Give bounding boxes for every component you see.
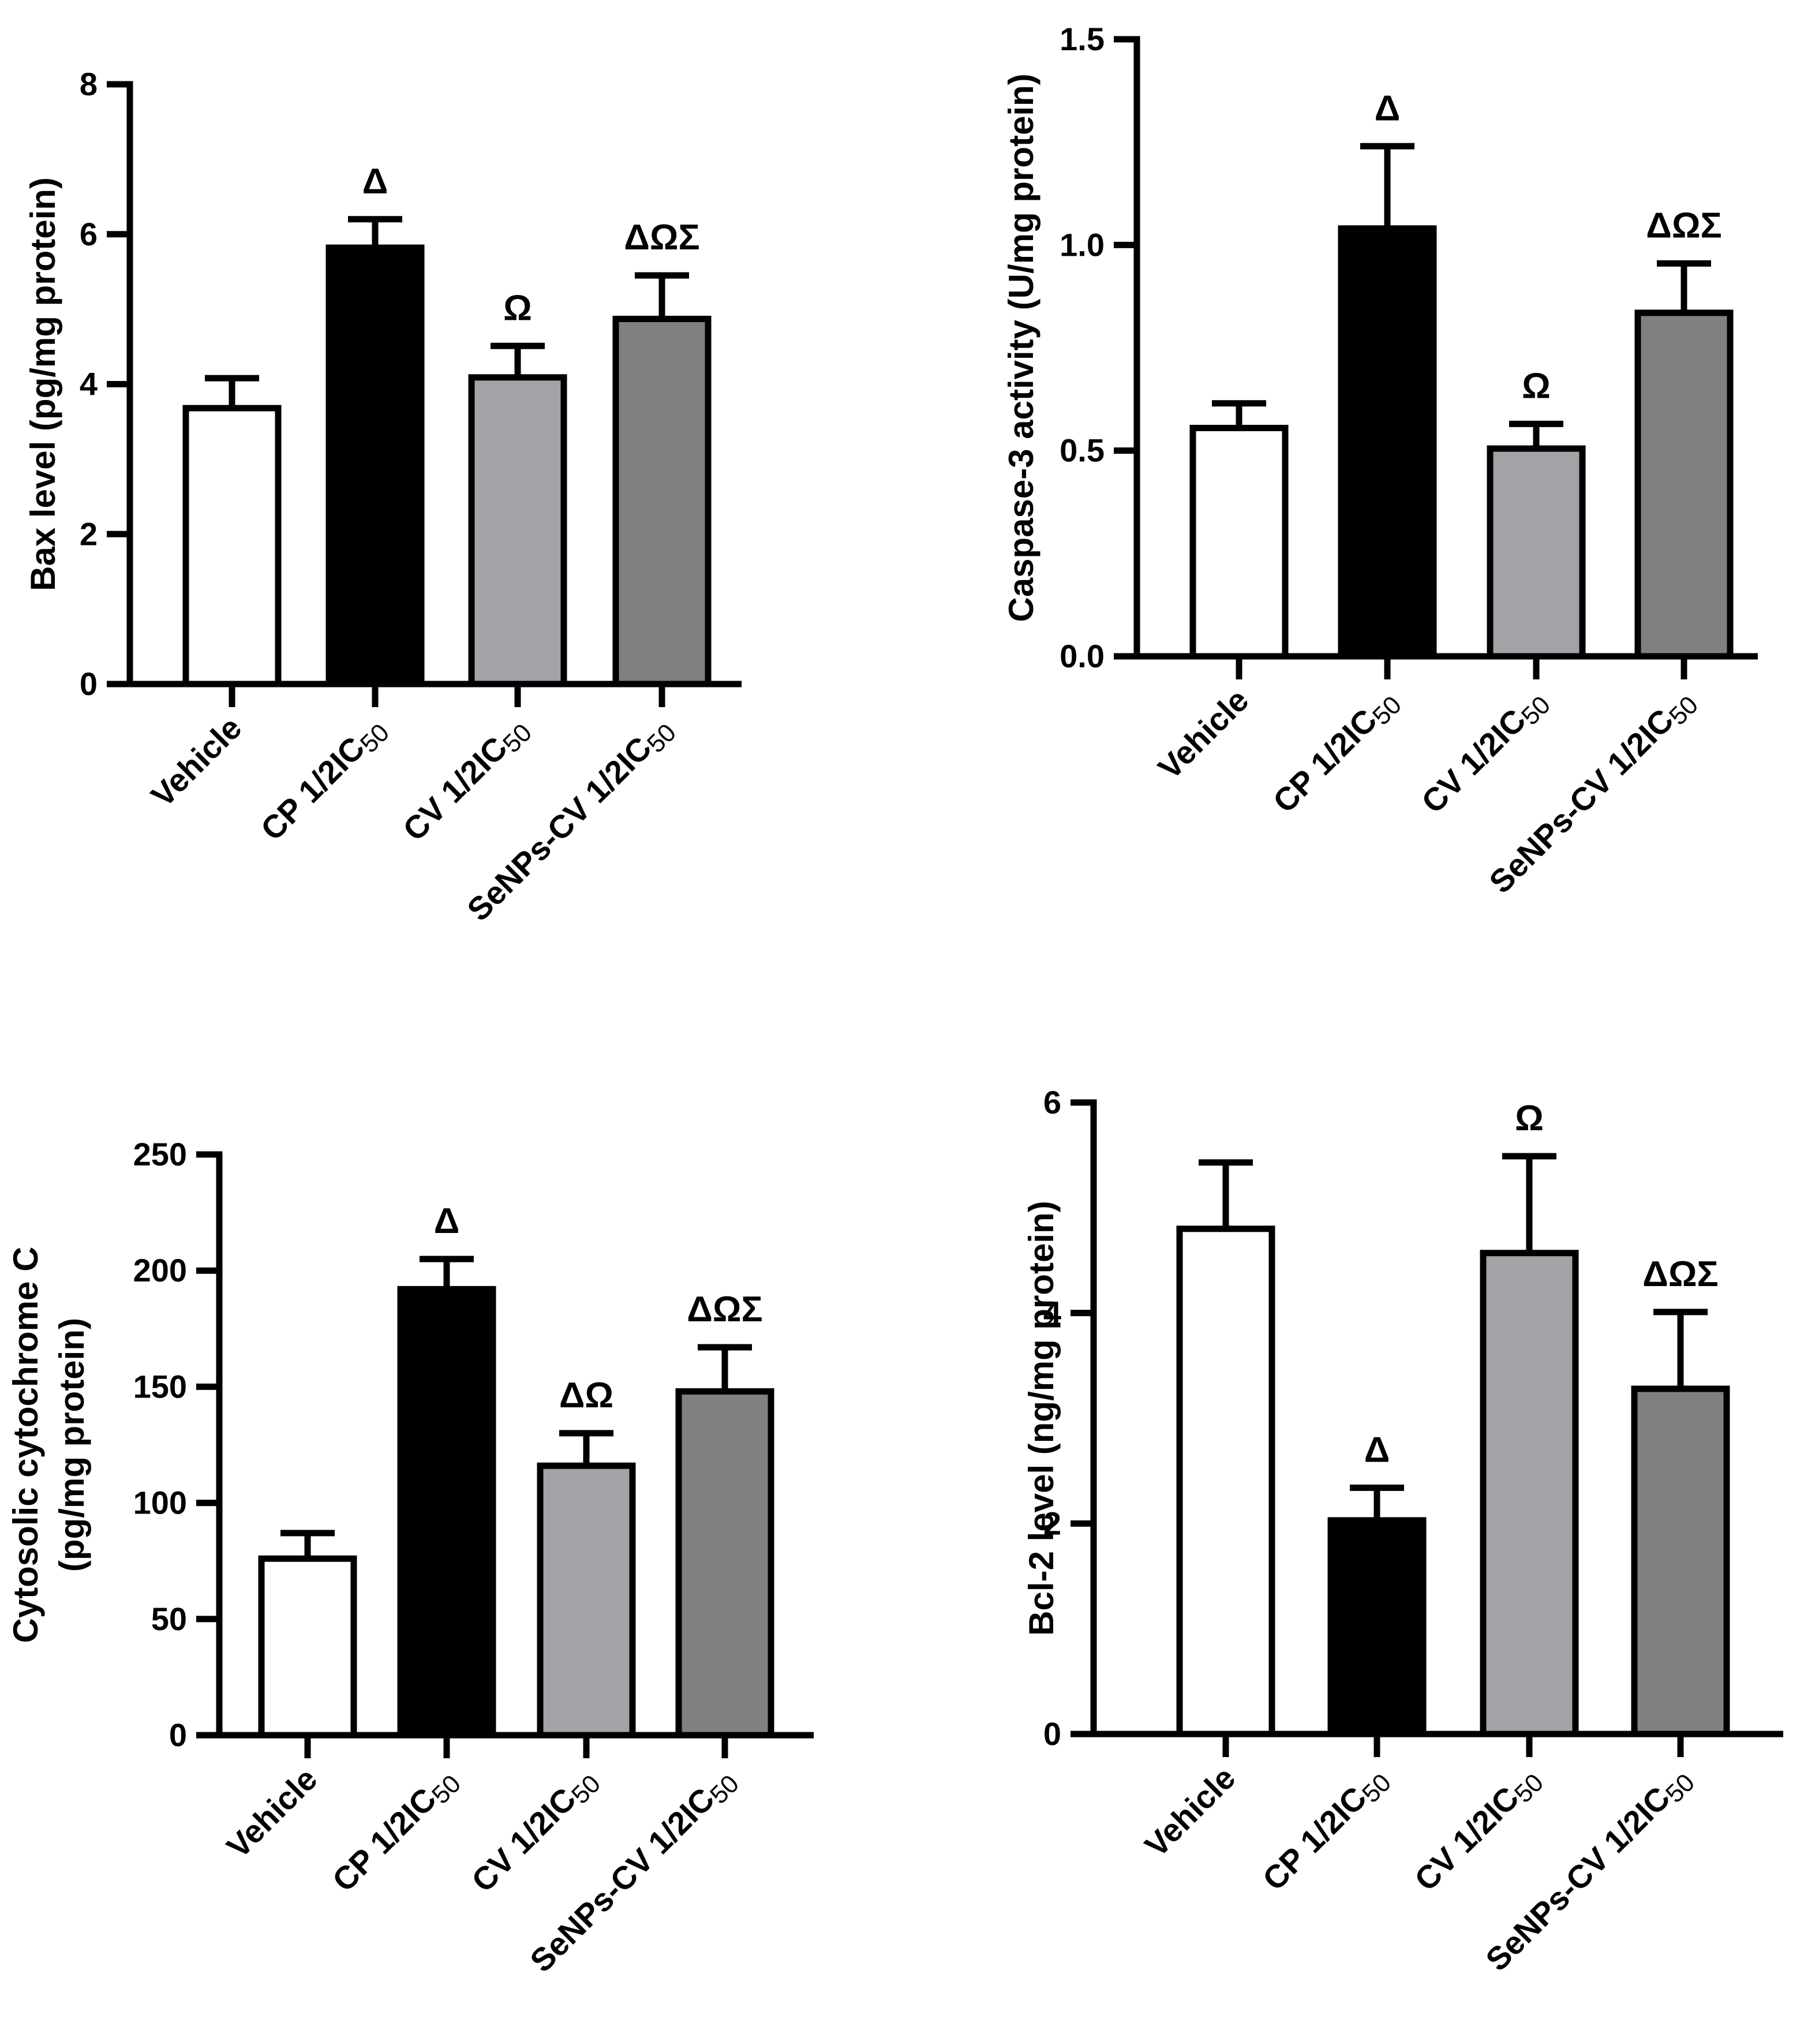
bcl-2-level-chart: 0 2 4 6 Bcl-2 level (ng/mg protein) Vehicle Δ C… [1022, 1084, 1783, 1978]
y-tick-label: 8 [80, 66, 98, 102]
x-tick-label-cp: CP 1/2IC50 [1255, 1759, 1397, 1901]
significance-marker-cv: Ω [1522, 366, 1551, 406]
significance-marker-cp: Δ [362, 162, 388, 201]
significance-marker-senps-cv: ΔΩΣ [624, 218, 699, 257]
bar-cv [537, 1462, 636, 1739]
significance-marker-cv: ΔΩ [559, 1376, 613, 1415]
x-tick-label-cv: CV 1/2IC50 [465, 1761, 606, 1902]
y-axis-title: Cytosolic cytochrome C [6, 1247, 45, 1643]
y-tick-label: 250 [133, 1136, 187, 1172]
x-tick-label-vehicle: Vehicle [144, 709, 248, 814]
y-tick-label: 200 [133, 1252, 187, 1288]
significance-marker-senps-cv: ΔΩΣ [1646, 205, 1721, 245]
x-tick-label-cp: CP 1/2IC50 [1266, 682, 1407, 823]
bar-cp [1338, 225, 1437, 660]
y-tick-label: 4 [1043, 1295, 1061, 1331]
bax-level-chart: 0 2 4 6 8 Bax level (pg/mg protein) Vehicle Δ CP… [24, 66, 742, 928]
x-tick-label-cv: CV 1/2IC50 [396, 709, 537, 851]
y-axis-title: Bcl-2 level (ng/mg protein) [1022, 1201, 1061, 1635]
bar-cv [1487, 445, 1586, 660]
x-tick-label-main: CP 1/2IC [253, 730, 371, 847]
x-tick-label-vehicle: Vehicle [219, 1761, 324, 1865]
y-tick-label: 2 [1043, 1505, 1061, 1541]
y-tick-label: 0.0 [1060, 638, 1105, 674]
bar-senps-cv [1634, 309, 1734, 660]
significance-marker-cp: Δ [434, 1201, 460, 1241]
bar-cv [1480, 1250, 1579, 1737]
y-tick-label: 0.5 [1060, 432, 1105, 469]
bar-cp [397, 1286, 496, 1739]
bar-senps-cv [675, 1388, 774, 1739]
x-tick-label-main: CP 1/2IC [1266, 702, 1383, 820]
y-tick-label: 4 [80, 366, 98, 402]
y-tick-label: 6 [80, 216, 98, 252]
y-tick-label: 100 [133, 1485, 187, 1521]
y-tick-label: 6 [1043, 1084, 1061, 1120]
x-tick-label-cv: CV 1/2IC50 [1408, 1759, 1549, 1901]
x-tick-label-vehicle: Vehicle [1137, 1759, 1242, 1864]
y-tick-label: 2 [80, 515, 98, 552]
x-tick-label-main: CP 1/2IC [1255, 1780, 1373, 1897]
caspase-3-activity-chart: 0.0 0.5 1.0 1.5 Caspase-3 activity (U/mg pro… [1002, 21, 1758, 900]
x-tick-label-cv: CV 1/2IC50 [1414, 682, 1556, 823]
x-tick-label-cp: CP 1/2IC50 [253, 709, 395, 851]
y-axis-title: Caspase-3 activity (U/mg protein) [1002, 73, 1041, 622]
y-axis-title: (pg/mg protein) [53, 1318, 91, 1572]
bar-senps-cv [612, 316, 712, 687]
bar-cv [468, 374, 567, 687]
bar-cp [325, 244, 425, 687]
x-tick-label-main: CV 1/2IC [396, 730, 514, 848]
significance-marker-senps-cv: ΔΩΣ [687, 1290, 762, 1329]
y-tick-label: 0 [80, 666, 98, 702]
y-tick-label: 1.5 [1060, 21, 1105, 57]
bar-vehicle [258, 1555, 357, 1739]
y-tick-label: 0 [1043, 1716, 1061, 1752]
x-tick-label-main: Vehicle [1137, 1759, 1242, 1864]
bar-vehicle [1189, 424, 1289, 660]
x-tick-label-main: CV 1/2IC [1408, 1780, 1526, 1898]
bar-cp [1327, 1517, 1427, 1737]
bar-vehicle [1176, 1225, 1275, 1737]
significance-marker-cv: Ω [503, 288, 532, 328]
y-tick-label: 0 [169, 1717, 187, 1753]
x-tick-label-main: CV 1/2IC [1414, 702, 1533, 820]
significance-marker-cp: Δ [1375, 88, 1401, 128]
y-axis-title: Bax level (pg/mg protein) [24, 177, 62, 591]
x-tick-label-main: Vehicle [219, 1761, 324, 1865]
cytosolic-cytochrome-c-chart: 0 50 100 150 200 250 Cytosolic cytochrome C (pg… [6, 1136, 814, 1979]
x-tick-label-main: CP 1/2IC [325, 1781, 443, 1899]
x-tick-label-main: Vehicle [1151, 682, 1255, 786]
significance-marker-cp: Δ [1364, 1430, 1390, 1470]
bar-senps-cv [1631, 1385, 1730, 1737]
significance-marker-cv: Ω [1515, 1098, 1544, 1138]
bar-vehicle [182, 405, 282, 687]
y-tick-label: 1.0 [1060, 226, 1105, 263]
x-tick-label-cp: CP 1/2IC50 [325, 1761, 466, 1902]
y-tick-label: 50 [151, 1601, 187, 1637]
significance-marker-senps-cv: ΔΩΣ [1642, 1254, 1718, 1294]
x-tick-label-vehicle: Vehicle [1151, 682, 1255, 786]
x-tick-label-main: Vehicle [144, 709, 248, 814]
x-tick-label-main: CV 1/2IC [465, 1781, 583, 1899]
y-tick-label: 150 [133, 1368, 187, 1404]
